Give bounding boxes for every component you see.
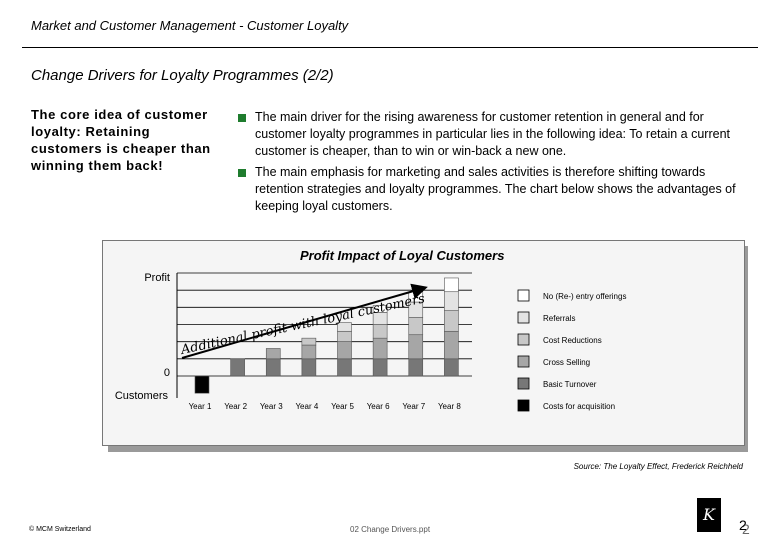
bar-segment: [444, 277, 459, 293]
bar-segment: [337, 358, 352, 377]
legend-swatch: [517, 377, 530, 390]
bullet-square-icon: [238, 169, 246, 177]
legend-swatch: [517, 399, 530, 412]
bar-segment: [301, 344, 317, 360]
bar-segment: [337, 341, 352, 360]
source-note: Source: The Loyalty Effect, Frederick Re…: [573, 462, 743, 471]
page-number: 2: [739, 517, 747, 533]
x-tick-label: Year 6: [367, 402, 390, 411]
bar-segment: [265, 358, 281, 377]
legend-label: Cross Selling: [543, 358, 590, 367]
bar-segment: [444, 310, 459, 332]
legend-label: Referrals: [543, 314, 575, 323]
bar-segment: [265, 348, 281, 360]
bar-segment: [301, 337, 317, 346]
bar-segment: [301, 358, 317, 377]
chart-title: Profit Impact of Loyal Customers: [300, 248, 505, 263]
x-tick-label: Year 7: [402, 402, 425, 411]
x-tick-label: Year 2: [224, 402, 247, 411]
slide-title: Change Drivers for Loyalty Programmes (2…: [31, 67, 334, 84]
bullet-item: The main emphasis for marketing and sale…: [238, 164, 748, 216]
chart-labels: Profit 0 Customers Year 1 Year 2 Year 3 Year 4…: [115, 272, 462, 411]
legend-label: Basic Turnover: [543, 380, 597, 389]
x-tick-label: Year 8: [438, 402, 461, 411]
chart-frame: [102, 240, 745, 446]
bar-segment: [337, 330, 352, 342]
y-label-zero: 0: [164, 367, 170, 379]
core-idea-text: The core idea of customer loyalty: Retai…: [31, 107, 211, 173]
bar-segment: [194, 375, 210, 394]
y-label-customers: Customers: [115, 390, 169, 402]
chart-legend: No (Re-) entry offerings Referrals Cost Re…: [517, 289, 626, 412]
legend-swatch: [517, 311, 530, 324]
bar-segment: [230, 358, 245, 377]
bar-segment: [408, 358, 424, 377]
page-number-shadow: 2: [742, 521, 750, 537]
chart-bars: [194, 277, 459, 394]
x-tick-label: Year 1: [189, 402, 212, 411]
profit-chart: Profit 0 Customers Year 1 Year 2 Year 3 Year 4…: [115, 272, 626, 412]
bar-segment: [372, 324, 388, 339]
x-tick-label: Year 4: [295, 402, 318, 411]
y-label-profit: Profit: [144, 272, 170, 284]
bar-segment: [444, 358, 459, 377]
header-title: Market and Customer Management - Custome…: [31, 18, 349, 33]
bullet-item: The main driver for the rising awareness…: [238, 109, 748, 161]
bullet-text: The main emphasis for marketing and sale…: [255, 165, 736, 213]
bar-segment: [408, 317, 424, 336]
legend-label: Costs for acquisition: [543, 402, 615, 411]
bar-segment: [337, 322, 352, 332]
legend-label: No (Re-) entry offerings: [543, 292, 626, 301]
bar-segment: [444, 330, 459, 360]
company-logo: K: [697, 498, 721, 532]
legend-label: Cost Reductions: [543, 336, 602, 345]
legend-swatch: [517, 289, 530, 302]
bar-segment: [372, 337, 388, 360]
bar-segment: [408, 334, 424, 360]
x-tick-label: Year 3: [260, 402, 283, 411]
bar-segment: [444, 291, 459, 311]
footer-filename: 02 Change Drivers.ppt: [350, 525, 431, 534]
x-tick-label: Year 5: [331, 402, 354, 411]
bar-segment: [372, 305, 388, 313]
legend-swatch: [517, 355, 530, 368]
bullet-text: The main driver for the rising awareness…: [255, 110, 730, 158]
bar-segment: [372, 358, 388, 377]
header-rule: [22, 47, 758, 48]
legend-swatch: [517, 333, 530, 346]
bullet-square-icon: [238, 114, 246, 122]
footer-copyright: © MCM Switzerland: [29, 526, 91, 533]
trend-arrow: [181, 283, 428, 359]
